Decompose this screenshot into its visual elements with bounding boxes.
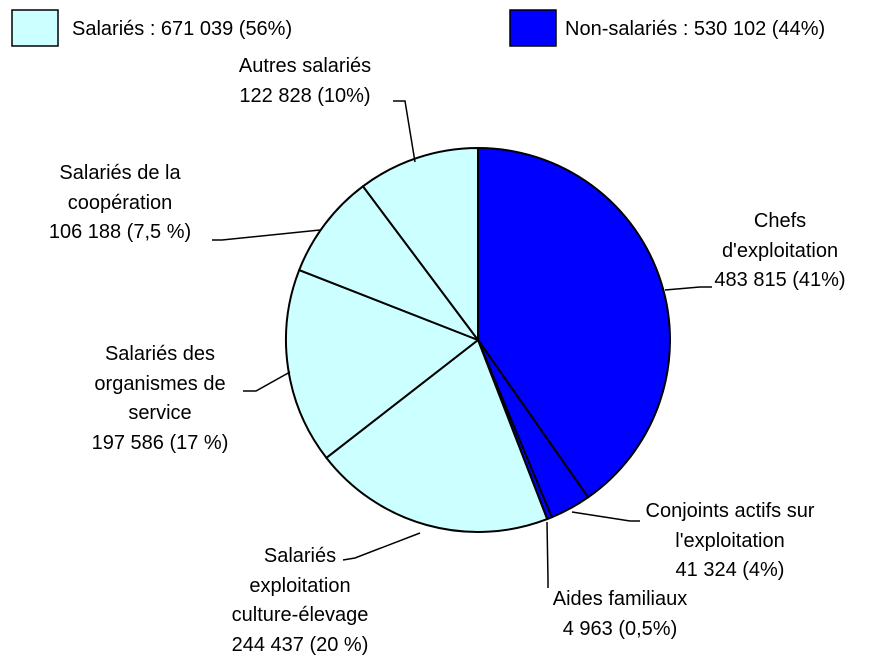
- slice-category: Conjoints actifs sur l'exploitation: [645, 500, 815, 552]
- slice-category: Salariés exploitation culture-élevage: [231, 545, 369, 626]
- slice-value-label: 41 324 (4%): [675, 559, 785, 581]
- slice-label: Chefs d'exploitation 483 815 (41%): [705, 207, 855, 296]
- slice-category: Salariés de la coopération: [59, 162, 181, 214]
- leader-line: [243, 371, 291, 392]
- pie-slice: [361, 146, 479, 344]
- legend-swatch: [11, 9, 59, 47]
- legend-label: Salariés : 671 039 (56%): [72, 18, 293, 40]
- slice-label: Autres salariés 122 828 (10%): [205, 52, 405, 111]
- pie-slice: [285, 268, 481, 460]
- slice-value-label: 122 828 (10%): [239, 84, 371, 107]
- legend-label: Non-salariés : 530 102 (44%): [565, 18, 826, 40]
- slice-value-label: 197 586 (17 %): [91, 431, 229, 454]
- leader-line: [393, 100, 416, 163]
- slice-label: Conjoints actifs sur l'exploitation 41 32…: [641, 497, 819, 586]
- slice-value-label: 4 963 (0,5%): [562, 617, 678, 640]
- pie-slice: [325, 338, 549, 533]
- slice-value-label: 106 188 (7,5 %): [48, 221, 192, 243]
- slice-category: Salariés des organismes de service: [94, 343, 226, 424]
- pie-slice: [297, 184, 481, 343]
- slice-category: Aides familiaux: [552, 588, 688, 610]
- slice-value-label: 244 437 (20 %): [231, 633, 369, 656]
- leader-lines: [212, 100, 712, 588]
- slice-category: Chefs d'exploitation: [721, 210, 839, 262]
- slice-label: Salariés de la coopération 106 188 (7,5 %…: [45, 159, 195, 248]
- slice-label: Aides familiaux 4 963 (0,5%): [510, 585, 730, 644]
- slice-category: Autres salariés: [238, 55, 372, 77]
- pie-slice: [477, 146, 671, 499]
- leader-line: [664, 286, 712, 291]
- slice-label: Salariés des organismes de service 197 58…: [88, 340, 233, 458]
- leader-line: [212, 229, 321, 241]
- slice-label: Salariés exploitation culture-élevage 244…: [224, 542, 376, 656]
- leader-line: [571, 511, 640, 522]
- legend-swatch: [509, 9, 557, 47]
- leader-line: [342, 532, 421, 561]
- slice-value-label: 483 815 (41%): [714, 269, 846, 291]
- leader-line: [546, 521, 549, 588]
